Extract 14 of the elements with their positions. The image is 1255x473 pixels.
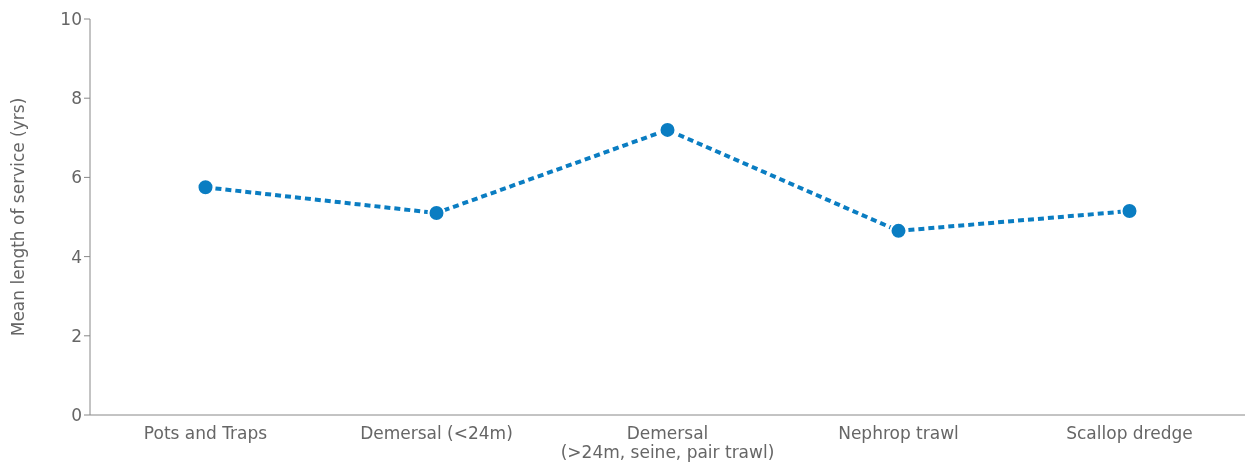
x-tick-label: Scallop dredge (1066, 423, 1193, 443)
point (889, 221, 908, 240)
x-tick-label: Demersal (>24m, seine, pair trawl) (560, 423, 775, 462)
y-axis-title: Mean length of service (yrs) (8, 97, 29, 337)
y-tick-label: 10 (60, 9, 82, 30)
x-tick-label: Demersal (<24m) (360, 423, 513, 443)
x-tick-label: Pots and Traps (143, 423, 268, 443)
y-tick-label: 0 (71, 405, 82, 426)
point (196, 178, 215, 197)
y-tick-label: 4 (71, 246, 82, 267)
y-tick-label: 6 (71, 167, 82, 188)
x-tick-label: Nephrop trawl (838, 423, 959, 443)
y-tick-label: 2 (71, 325, 82, 346)
y-tick-label: 8 (71, 88, 82, 109)
